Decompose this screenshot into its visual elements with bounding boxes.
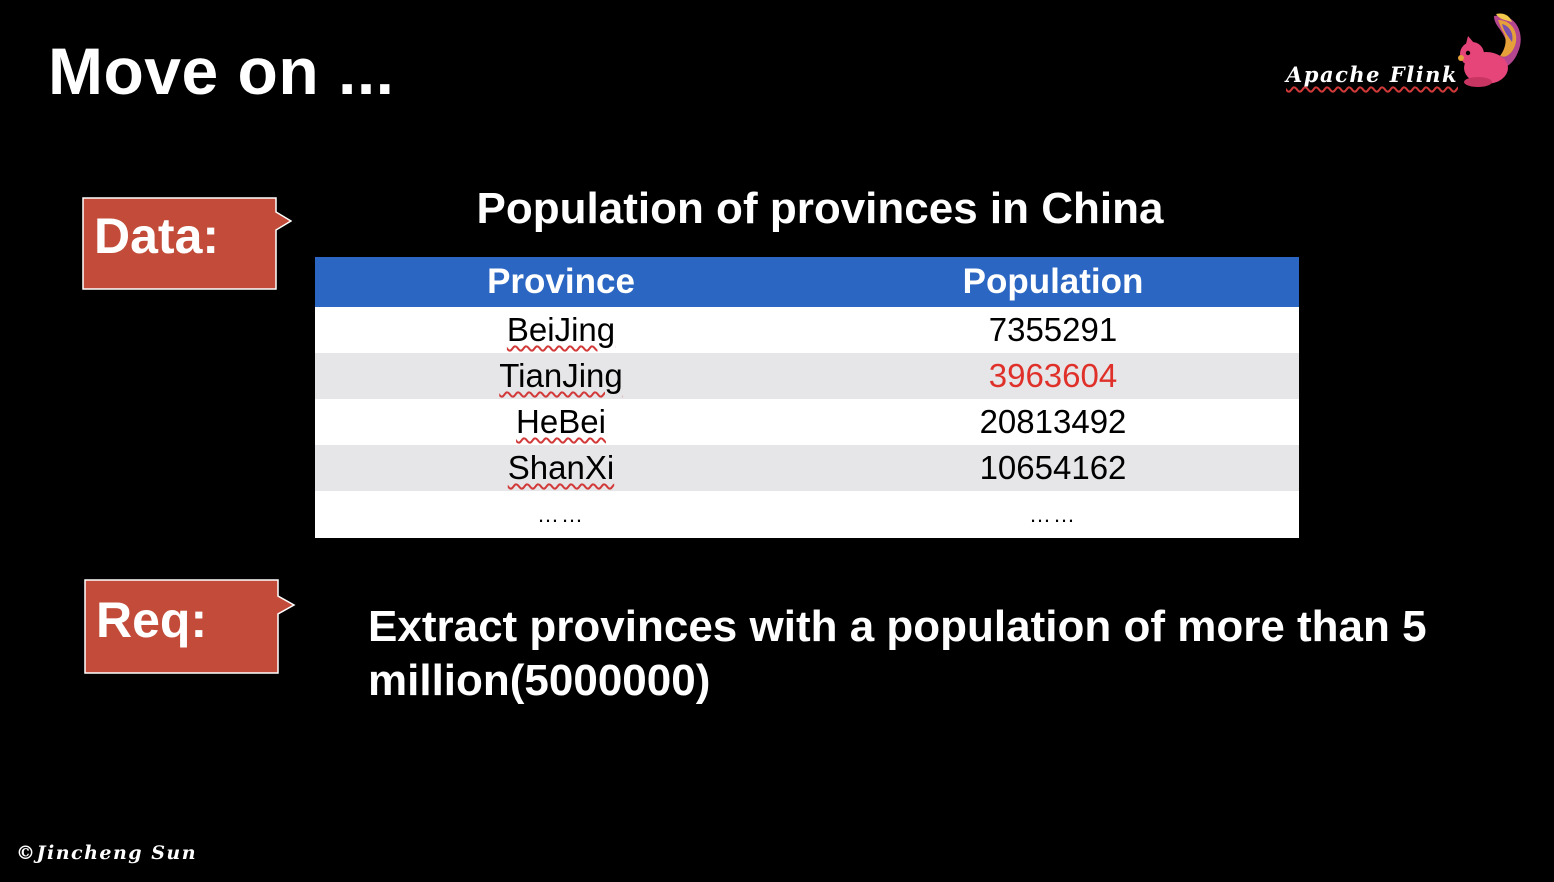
table-row: BeiJing 7355291 [315,307,1299,353]
province-name: BeiJing [506,311,616,348]
data-callout-label: Data: [94,208,220,264]
table-row: TianJing 3963604 [315,353,1299,399]
req-callout: Req: [84,579,296,674]
requirement-text: Extract provinces with a population of m… [368,602,1427,705]
table-row: ShanXi 10654162 [315,445,1299,491]
callout-shape [84,579,296,674]
province-name: HeBei [516,403,606,440]
population-cell: 7355291 [807,307,1299,353]
flink-squirrel-icon [1458,13,1521,87]
table-row-ellipsis: …… …… [315,491,1299,538]
population-cell: 20813492 [807,399,1299,445]
province-name: ShanXi [507,449,615,486]
province-cell: ShanXi [315,445,807,491]
slide-title: Move on ... [48,34,395,108]
data-callout: Data: [82,197,292,290]
column-header-population: Population [807,257,1299,307]
table-row: HeBei 20813492 [315,399,1299,445]
province-cell: …… [315,491,807,538]
brand-text: Apache Flink [1286,62,1458,87]
province-name: TianJing [499,357,623,394]
apache-flink-brand: Apache Flink [1284,10,1524,100]
population-cell-highlighted: 3963604 [807,353,1299,399]
req-callout-label: Req: [96,592,208,648]
copyright-text: ©Jincheng Sun [16,842,198,864]
population-cell: …… [807,491,1299,538]
province-cell: HeBei [315,399,807,445]
callout-shape [82,197,292,290]
province-cell: BeiJing [315,307,807,353]
province-cell: TianJing [315,353,807,399]
column-header-province: Province [315,257,807,307]
population-cell: 10654162 [807,445,1299,491]
population-table: Province Population BeiJing 7355291 Tian… [315,257,1299,538]
table-title: Population of provinces in China [476,184,1164,233]
table-header-row: Province Population [315,257,1299,307]
